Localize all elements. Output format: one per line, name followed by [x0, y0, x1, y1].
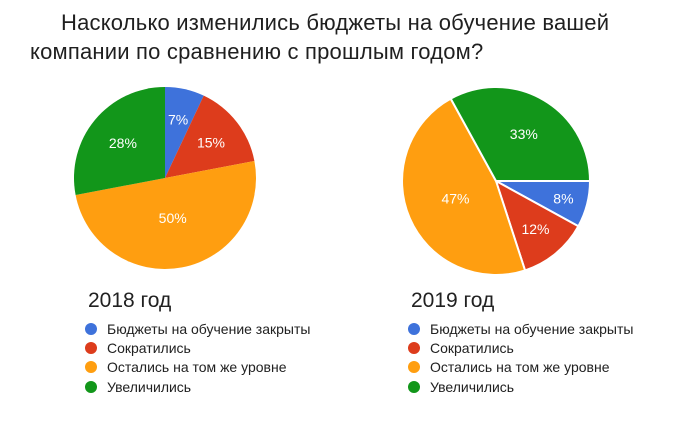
legend-item: Сократились [403, 338, 700, 357]
legend-item: Сократились [80, 338, 380, 357]
legend-list-2019: Бюджеты на обучение закрыты Сократились Ос… [403, 319, 700, 396]
pie-slice-2019-2 [401, 97, 527, 276]
pie-slice-2018-0 [165, 87, 204, 178]
legend-item: Увеличились [80, 377, 380, 396]
legend-2018: 2018 год Бюджеты на обучение закрыты Сокр… [80, 290, 380, 396]
pie-percent-label-2019-0: 8% [553, 190, 573, 206]
pie-percent-label-2019-1: 12% [521, 221, 549, 237]
legend-label: Бюджеты на обучение закрыты [107, 320, 311, 337]
pie-slice-2018-3 [73, 87, 165, 196]
legend-color-dot-icon [85, 341, 97, 354]
legend-title-2018: 2018 год [88, 289, 172, 312]
legend-label: Остались на том же уровне [107, 359, 287, 376]
legend-label: Бюджеты на обучение закрыты [430, 320, 634, 337]
legend-label: Сократились [107, 339, 191, 356]
pie-slice-2018-2 [75, 160, 257, 270]
pie-percent-label-2018-2: 50% [159, 210, 187, 226]
pie-slice-2019-3 [449, 86, 591, 182]
legend-label: Увеличились [107, 378, 192, 395]
legend-item: Остались на том же уровне [80, 358, 380, 377]
legend-color-dot-icon [85, 322, 97, 335]
legend-title-2019: 2019 год [411, 289, 495, 312]
pie-percent-label-2019-2: 47% [441, 191, 469, 207]
pie-percent-label-2018-3: 28% [109, 135, 137, 151]
legend-color-dot-icon [408, 380, 420, 393]
pie-chart-2018: 7% 15% 50% 28% [73, 87, 257, 270]
question-title-line2: компании по сравнению с прошлым годом? [30, 39, 484, 64]
pie-chart-2019: 8%12% 47% 33% [401, 86, 591, 276]
legend-color-dot-icon [85, 380, 97, 393]
legend-label: Сократились [430, 339, 514, 356]
legend-item: Бюджеты на обучение закрыты [403, 319, 700, 338]
pie-percent-label-2019-3: 33% [510, 126, 538, 142]
pie-percent-label-2018-0: 7% [168, 111, 188, 127]
legend-color-dot-icon [408, 361, 420, 374]
pie-slice-2019-1 [495, 180, 580, 272]
legend-item: Остались на том же уровне [403, 358, 700, 377]
legend-color-dot-icon [408, 322, 420, 335]
pie-percent-label-2018-1: 15% [197, 134, 225, 150]
legend-label: Увеличились [430, 378, 515, 395]
legend-color-dot-icon [85, 361, 97, 374]
legend-item: Увеличились [403, 377, 700, 396]
pie-slice-2018-1 [165, 95, 255, 178]
question-title: Насколько изменились бюджеты на обучение… [30, 8, 660, 66]
legend-list-2018: Бюджеты на обучение закрыты Сократились Ос… [80, 319, 380, 396]
legend-label: Остались на том же уровне [430, 359, 610, 376]
legend-item: Бюджеты на обучение закрыты [80, 319, 380, 338]
legend-2019: 2019 год Бюджеты на обучение закрыты Сокр… [403, 290, 700, 396]
question-title-line1: Насколько изменились бюджеты на обучение… [61, 10, 610, 35]
legend-color-dot-icon [408, 341, 420, 354]
